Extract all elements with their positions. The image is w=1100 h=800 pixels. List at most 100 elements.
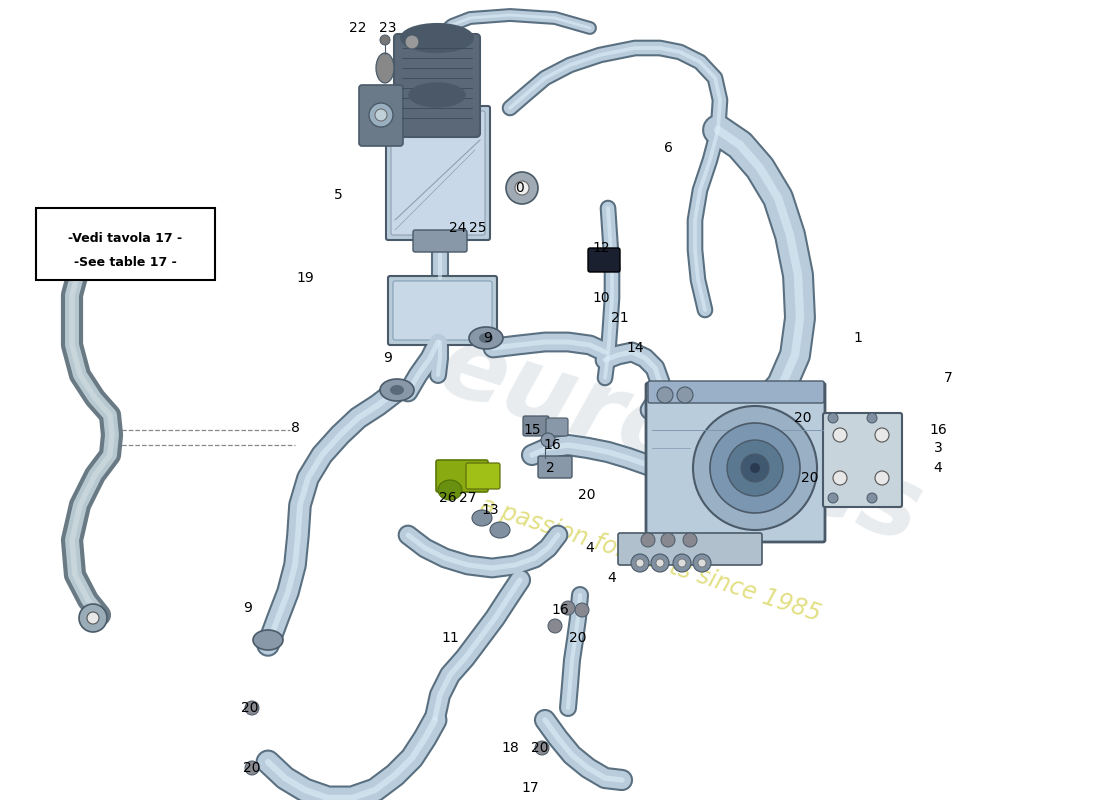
FancyBboxPatch shape (386, 106, 490, 240)
Text: 4: 4 (607, 571, 616, 585)
Ellipse shape (490, 522, 510, 538)
FancyBboxPatch shape (646, 383, 825, 542)
Text: 13: 13 (481, 503, 498, 517)
Ellipse shape (409, 83, 465, 107)
FancyBboxPatch shape (436, 460, 488, 492)
Text: 17: 17 (521, 781, 539, 795)
Ellipse shape (656, 559, 664, 567)
Text: 22: 22 (350, 21, 366, 35)
Text: 18: 18 (502, 741, 519, 755)
FancyBboxPatch shape (588, 248, 620, 272)
FancyBboxPatch shape (823, 413, 902, 507)
FancyBboxPatch shape (36, 208, 215, 280)
Text: 25: 25 (470, 221, 486, 235)
Text: 19: 19 (296, 271, 314, 285)
FancyBboxPatch shape (618, 533, 762, 565)
Ellipse shape (693, 554, 711, 572)
FancyBboxPatch shape (538, 456, 572, 478)
Ellipse shape (506, 172, 538, 204)
Text: a passion for parts since 1985: a passion for parts since 1985 (476, 494, 824, 626)
Ellipse shape (575, 603, 589, 617)
Text: 24: 24 (449, 221, 466, 235)
Ellipse shape (683, 533, 697, 547)
Text: 0: 0 (516, 181, 525, 195)
Ellipse shape (438, 480, 462, 500)
Ellipse shape (657, 387, 673, 403)
Text: 1: 1 (854, 331, 862, 345)
Ellipse shape (710, 423, 800, 513)
Text: 21: 21 (612, 311, 629, 325)
FancyBboxPatch shape (412, 230, 468, 252)
FancyBboxPatch shape (359, 85, 403, 146)
Ellipse shape (828, 413, 838, 423)
FancyBboxPatch shape (466, 463, 500, 489)
Text: 15: 15 (524, 423, 541, 437)
FancyBboxPatch shape (390, 111, 485, 235)
Text: 20: 20 (570, 631, 586, 645)
Text: 9: 9 (243, 601, 252, 615)
Ellipse shape (245, 761, 258, 775)
Text: 26: 26 (439, 491, 456, 505)
FancyBboxPatch shape (648, 381, 824, 403)
Ellipse shape (375, 109, 387, 121)
Text: 20: 20 (579, 488, 596, 502)
Ellipse shape (828, 493, 838, 503)
Text: 6: 6 (663, 141, 672, 155)
Ellipse shape (833, 428, 847, 442)
Ellipse shape (379, 35, 390, 45)
Text: 7: 7 (944, 371, 953, 385)
Ellipse shape (673, 554, 691, 572)
Ellipse shape (469, 327, 503, 349)
Ellipse shape (833, 471, 847, 485)
Ellipse shape (379, 379, 414, 401)
Text: 5: 5 (333, 188, 342, 202)
Ellipse shape (636, 559, 644, 567)
Ellipse shape (87, 612, 99, 624)
FancyBboxPatch shape (394, 34, 480, 137)
Text: 16: 16 (543, 438, 561, 452)
Ellipse shape (376, 53, 394, 83)
Text: 8: 8 (290, 421, 299, 435)
Text: 20: 20 (531, 741, 549, 755)
Text: 14: 14 (626, 341, 644, 355)
Text: 2: 2 (546, 461, 554, 475)
Ellipse shape (405, 35, 419, 49)
Ellipse shape (750, 463, 760, 473)
Ellipse shape (698, 559, 706, 567)
Ellipse shape (676, 387, 693, 403)
Ellipse shape (390, 385, 404, 395)
Text: 27: 27 (460, 491, 476, 505)
Text: -Vedi tavola 17 -: -Vedi tavola 17 - (68, 231, 183, 245)
FancyBboxPatch shape (393, 281, 492, 340)
Text: 20: 20 (794, 411, 812, 425)
Ellipse shape (515, 181, 529, 195)
Text: 9: 9 (384, 351, 393, 365)
Ellipse shape (368, 103, 393, 127)
FancyBboxPatch shape (522, 416, 549, 436)
Text: 11: 11 (441, 631, 459, 645)
Ellipse shape (661, 533, 675, 547)
Ellipse shape (693, 406, 817, 530)
Ellipse shape (548, 619, 562, 633)
Text: 3: 3 (934, 441, 943, 455)
Ellipse shape (651, 554, 669, 572)
Text: 16: 16 (551, 603, 569, 617)
Ellipse shape (541, 433, 556, 447)
Ellipse shape (874, 428, 889, 442)
Ellipse shape (535, 741, 549, 755)
Text: 10: 10 (592, 291, 609, 305)
Ellipse shape (402, 24, 473, 52)
Ellipse shape (867, 493, 877, 503)
FancyBboxPatch shape (546, 418, 568, 436)
Ellipse shape (561, 601, 575, 615)
Text: 9: 9 (484, 331, 493, 345)
Ellipse shape (478, 333, 493, 343)
Ellipse shape (867, 413, 877, 423)
Ellipse shape (79, 604, 107, 632)
Text: 4: 4 (585, 541, 594, 555)
Text: -See table 17 -: -See table 17 - (74, 255, 176, 269)
Text: 4: 4 (934, 461, 943, 475)
Ellipse shape (84, 236, 96, 248)
Ellipse shape (631, 554, 649, 572)
Text: 20: 20 (241, 701, 258, 715)
